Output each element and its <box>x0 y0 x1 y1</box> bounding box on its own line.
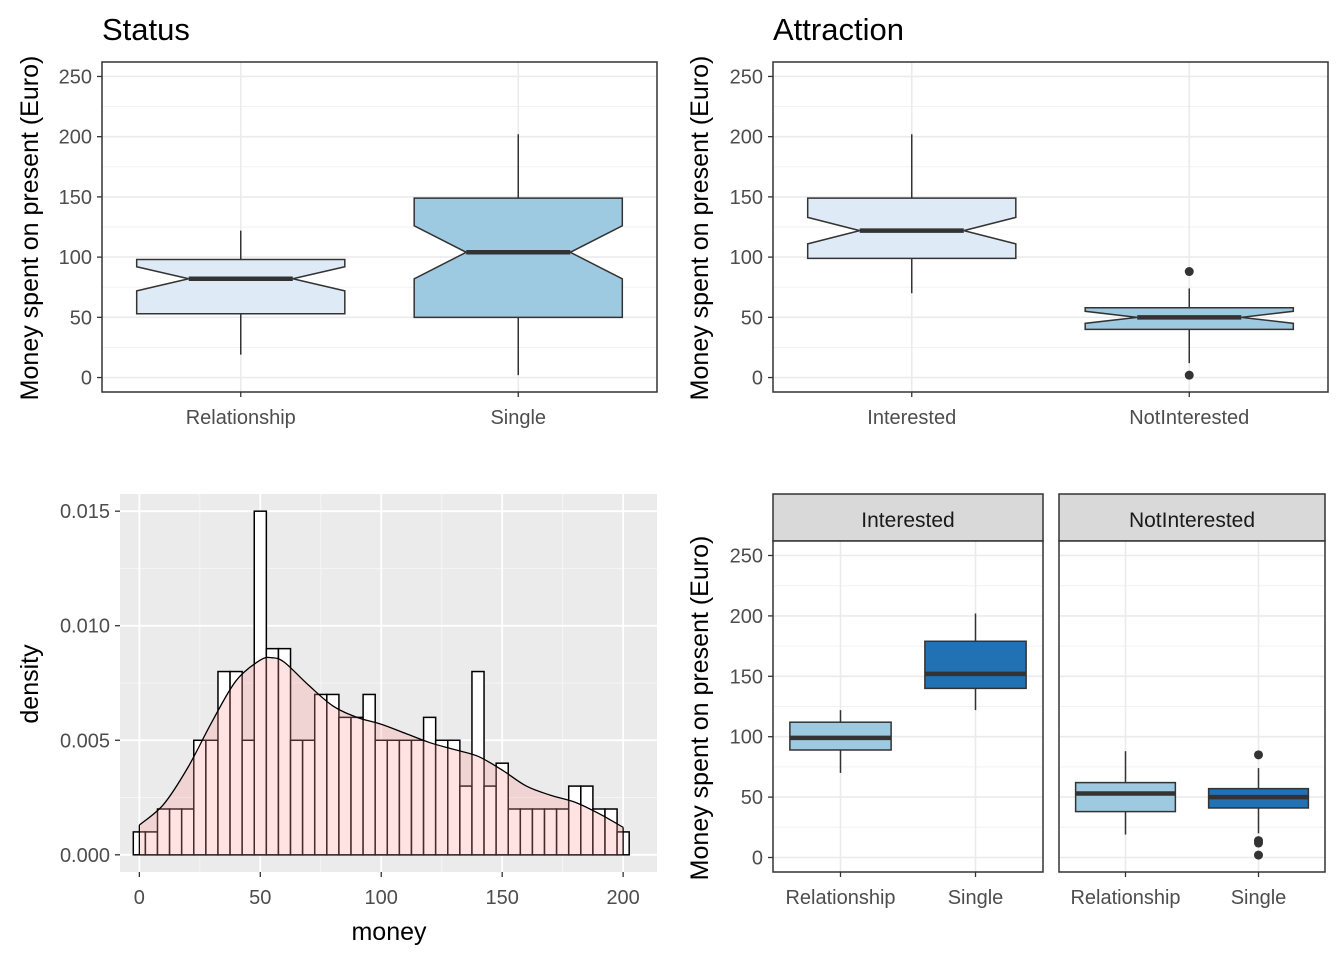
attraction-boxplot-panel: Attraction Money spent on present (Euro)… <box>686 12 1329 429</box>
panel-border <box>1058 540 1326 873</box>
y-tick-label: 150 <box>730 187 763 209</box>
outlier-point <box>1184 370 1194 380</box>
y-tick-label: 100 <box>59 247 92 269</box>
box-Single <box>413 197 624 319</box>
y-tick-label: 150 <box>59 187 92 209</box>
status-y-axis-label: Money spent on present (Euro) <box>16 56 44 401</box>
y-tick-label: 100 <box>730 247 763 269</box>
attraction-chart-title: Attraction <box>773 12 904 47</box>
x-tick-label: Single <box>490 407 546 429</box>
faceted-boxplot-panel: Money spent on present (Euro) Interested… <box>686 493 1326 909</box>
histogram-bar <box>471 670 485 856</box>
facet-strip <box>1058 493 1326 542</box>
box-Interested <box>806 197 1017 260</box>
x-tick-label: 0 <box>134 887 145 909</box>
outlier-point <box>1254 838 1263 848</box>
y-tick-label: 250 <box>730 66 763 88</box>
y-tick-label: 250 <box>59 66 92 88</box>
y-tick-label: 100 <box>730 727 763 749</box>
faceted-plot-area: Interested 0 50 100 150 200 250 Relationship Sin… <box>730 493 1326 909</box>
y-tick-label: 50 <box>741 787 763 809</box>
panel-border <box>101 61 658 393</box>
x-tick-label: 200 <box>606 887 639 909</box>
attraction-plot-area: 0 50 100 150 200 250 Interested NotInterested <box>730 61 1329 429</box>
x-tick-label: 150 <box>486 887 519 909</box>
x-tick-label: Single <box>1231 887 1287 909</box>
y-tick-label: 250 <box>730 545 763 567</box>
status-chart-title: Status <box>102 12 190 47</box>
y-tick-label: 50 <box>70 307 92 329</box>
density-area <box>139 657 624 855</box>
box-Relationship <box>135 258 346 315</box>
outlier-point <box>1254 750 1263 760</box>
histogram-x-axis-label: money <box>351 918 427 946</box>
y-tick-label: 0.005 <box>60 730 110 752</box>
facet-strip-label: Interested <box>861 509 954 532</box>
y-tick-label: 0 <box>752 368 763 390</box>
y-tick-label: 50 <box>741 307 763 329</box>
y-tick-label: 0.010 <box>60 616 110 638</box>
facet-Interested: Interested 0 50 100 150 200 250 Relationship Sin… <box>730 493 1044 909</box>
y-tick-label: 200 <box>730 127 763 149</box>
status-boxplot-panel: Status Money spent on present (Euro) 0 50… <box>16 12 658 429</box>
x-tick-label: Relationship <box>186 407 296 429</box>
outlier-point <box>1254 850 1263 860</box>
x-tick-label: Single <box>948 887 1004 909</box>
y-tick-label: 0 <box>81 368 92 390</box>
y-tick-label: 0.015 <box>60 501 110 523</box>
y-tick-label: 150 <box>730 666 763 688</box>
box-Relationship <box>1074 781 1177 813</box>
outlier-point <box>1184 267 1194 277</box>
x-tick-label: 50 <box>249 887 271 909</box>
panel-border <box>772 540 1044 873</box>
facet-strip <box>772 493 1044 542</box>
attraction-y-axis-label: Money spent on present (Euro) <box>686 56 714 401</box>
y-tick-label: 200 <box>59 127 92 149</box>
histogram-plot-area: 0.000 0.005 0.010 0.015 0 50 100 150 200 <box>60 494 657 909</box>
x-tick-label: Relationship <box>785 887 895 909</box>
facet-strip-label: NotInterested <box>1129 509 1255 532</box>
faceted-y-axis-label: Money spent on present (Euro) <box>686 536 714 881</box>
money-histogram-panel: density money 0.000 0.005 0.010 0.015 0 50 100… <box>16 494 657 946</box>
x-tick-label: 100 <box>365 887 398 909</box>
y-tick-label: 200 <box>730 606 763 628</box>
panel-border <box>772 61 1329 393</box>
y-tick-label: 0.000 <box>60 845 110 867</box>
facet-NotInterested: NotInterested Relationship Single <box>1058 493 1326 909</box>
y-tick-label: 0 <box>752 848 763 870</box>
box-Single <box>924 640 1027 690</box>
x-tick-label: NotInterested <box>1129 407 1249 429</box>
density-curve <box>138 656 624 828</box>
x-tick-label: Interested <box>867 407 956 429</box>
x-tick-label: Relationship <box>1070 887 1180 909</box>
histogram-y-axis-label: density <box>16 644 44 724</box>
status-plot-area: 0 50 100 150 200 250 Relationship Single <box>59 61 658 429</box>
